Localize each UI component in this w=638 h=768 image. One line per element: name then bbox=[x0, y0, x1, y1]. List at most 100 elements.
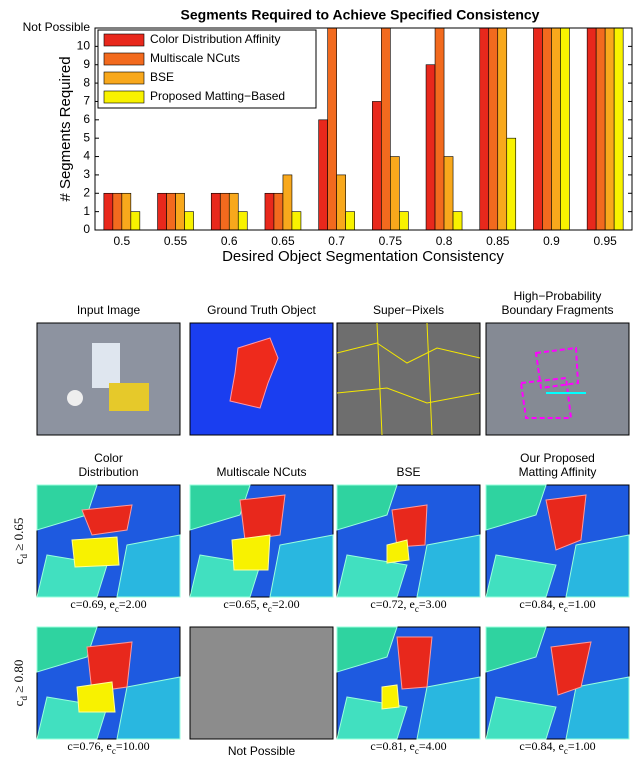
legend-swatch bbox=[103, 71, 145, 85]
y-tick-label: 6 bbox=[83, 112, 90, 126]
image-panel bbox=[485, 626, 630, 740]
bar bbox=[390, 156, 400, 231]
bar bbox=[443, 156, 454, 231]
bar bbox=[488, 27, 499, 231]
bar bbox=[425, 64, 436, 231]
bar bbox=[327, 27, 337, 231]
image-panel bbox=[36, 484, 181, 598]
panel-title: Ground Truth Object bbox=[207, 303, 316, 317]
bar bbox=[228, 192, 239, 231]
caption: c=0.76, ec=10.00 bbox=[67, 739, 149, 756]
bar bbox=[604, 27, 615, 231]
bar bbox=[130, 211, 141, 231]
image-panel bbox=[189, 626, 334, 740]
row-label: cd ≥ 0.65 bbox=[11, 518, 29, 565]
panel-title: High−Probability bbox=[514, 289, 602, 303]
bar bbox=[452, 211, 463, 231]
x-tick-label: 0.65 bbox=[271, 234, 295, 248]
bar bbox=[560, 27, 570, 231]
bar bbox=[586, 27, 597, 231]
chart-title: Segments Required to Achieve Specified C… bbox=[181, 7, 540, 23]
panel-title: Color bbox=[94, 451, 123, 465]
bar bbox=[613, 27, 624, 231]
plot-frame bbox=[94, 27, 633, 231]
x-tick-label: 0.7 bbox=[328, 234, 345, 248]
y-tick-label: 3 bbox=[83, 167, 90, 181]
y-tick-label: 0 bbox=[83, 222, 90, 236]
bar bbox=[551, 27, 561, 231]
image-panel bbox=[485, 484, 630, 598]
x-tick-label: 0.6 bbox=[221, 234, 238, 248]
legend-swatch bbox=[103, 90, 145, 104]
caption: c=0.81, ec=4.00 bbox=[370, 739, 446, 756]
panel-title: Our Proposed bbox=[520, 451, 595, 465]
caption: c=0.72, ec=3.00 bbox=[370, 597, 446, 614]
x-axis-label: Desired Object Segmentation Consistency bbox=[222, 248, 504, 265]
bar bbox=[121, 192, 132, 231]
panel-title: Distribution bbox=[78, 465, 138, 479]
y-tick-label: 10 bbox=[77, 39, 91, 53]
y-tick-label: 1 bbox=[83, 204, 90, 218]
x-tick-label: 0.85 bbox=[486, 234, 510, 248]
panel-title: Multiscale NCuts bbox=[216, 465, 306, 479]
legend-label: BSE bbox=[150, 70, 174, 84]
legend-label: Proposed Matting−Based bbox=[150, 89, 285, 103]
bar bbox=[381, 27, 391, 231]
panel-title: Matting Affinity bbox=[519, 465, 597, 479]
caption: c=0.84, ec=1.00 bbox=[519, 597, 595, 614]
y-tick-label: 7 bbox=[83, 94, 90, 108]
image-panel bbox=[36, 626, 181, 740]
y-tick-label: 4 bbox=[83, 149, 90, 163]
bar bbox=[273, 192, 284, 231]
y-tick-label: 2 bbox=[83, 185, 90, 199]
y-tick-label: 8 bbox=[83, 75, 90, 89]
caption: Not Possible bbox=[228, 744, 296, 758]
panel-title: Input Image bbox=[77, 303, 141, 317]
bar bbox=[542, 27, 552, 231]
row-label: cd ≥ 0.80 bbox=[11, 660, 29, 707]
bar bbox=[345, 211, 355, 231]
legend-label: Multiscale NCuts bbox=[150, 51, 240, 65]
bar bbox=[497, 27, 508, 231]
bar bbox=[219, 192, 230, 231]
y-tick-label: 5 bbox=[83, 130, 90, 144]
image-panel bbox=[336, 322, 481, 436]
bar bbox=[166, 192, 176, 231]
x-tick-label: 0.9 bbox=[543, 234, 560, 248]
image-panel bbox=[485, 322, 630, 436]
caption: c=0.65, ec=2.00 bbox=[223, 597, 299, 614]
x-tick-label: 0.95 bbox=[593, 234, 617, 248]
x-tick-label: 0.8 bbox=[436, 234, 453, 248]
bar bbox=[372, 101, 382, 231]
x-tick-label: 0.5 bbox=[114, 234, 131, 248]
caption: c=0.84, ec=1.00 bbox=[519, 739, 595, 756]
image-panel bbox=[36, 322, 181, 436]
caption: c=0.69, ec=2.00 bbox=[70, 597, 146, 614]
bar bbox=[103, 192, 114, 231]
image-panel bbox=[189, 322, 334, 436]
y-tick-label: 9 bbox=[83, 57, 90, 71]
legend-swatch bbox=[103, 33, 145, 47]
bar bbox=[336, 174, 346, 231]
bar bbox=[184, 211, 194, 231]
bar bbox=[264, 192, 275, 231]
bar bbox=[595, 27, 606, 231]
y-axis-label: # Segments Required bbox=[57, 56, 74, 201]
legend-swatch bbox=[103, 52, 145, 66]
bar bbox=[112, 192, 123, 231]
image-panel bbox=[189, 484, 334, 598]
bar bbox=[434, 27, 445, 231]
panel-title: Super−Pixels bbox=[373, 303, 444, 317]
bar bbox=[506, 137, 517, 231]
bar bbox=[210, 192, 221, 231]
legend-label: Color Distribution Affinity bbox=[150, 32, 281, 46]
x-tick-label: 0.55 bbox=[164, 234, 188, 248]
panel-title: Boundary Fragments bbox=[501, 303, 613, 317]
bar bbox=[479, 27, 490, 231]
bar bbox=[157, 192, 167, 231]
bar bbox=[318, 119, 328, 231]
image-panel bbox=[336, 626, 481, 740]
panel-title: BSE bbox=[396, 465, 420, 479]
bar bbox=[282, 174, 293, 231]
